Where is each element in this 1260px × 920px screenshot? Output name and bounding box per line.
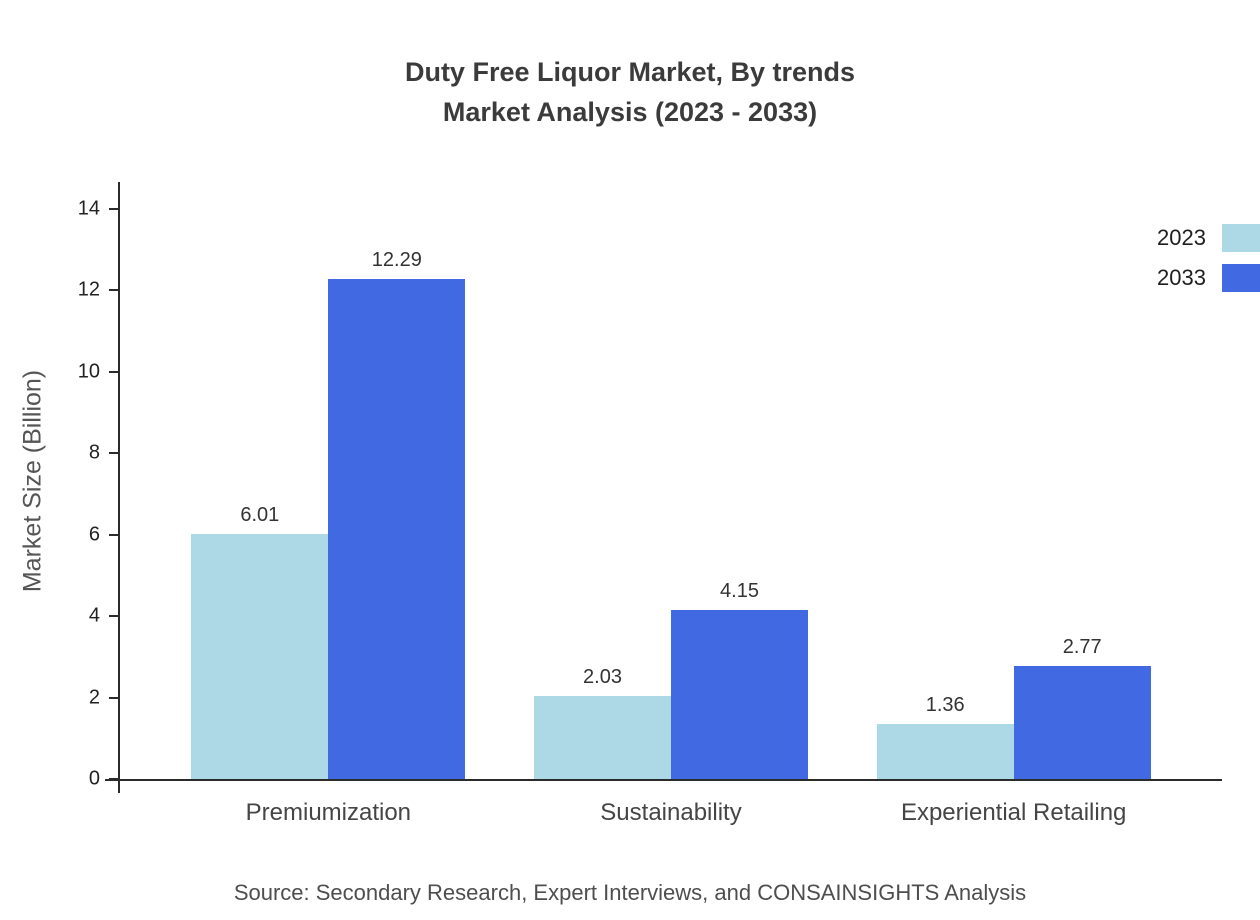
y-tick-mark [109,370,118,373]
chart-subtitle: Market Analysis (2023 - 2033) [442,97,818,127]
chart-title-block: Duty Free Liquor Market, By trends Marke… [0,52,1260,132]
y-tick-label: 2 [88,686,100,709]
y-tick-mark [109,452,118,455]
y-tick-label: 6 [88,523,100,546]
legend: 2023 2033 [1157,218,1260,298]
bar-value-label: 4.15 [720,580,759,603]
bar-group-sustainability: 2.03 4.15 Sustainability [500,182,843,826]
legend-label: 2033 [1157,265,1206,290]
chart-title: Duty Free Liquor Market, By trends [404,57,856,87]
category-label-sustainability: Sustainability [600,799,742,826]
y-tick-label: 10 [77,360,100,383]
bar-group-premiumization: 6.01 12.29 Premiumization [157,182,500,826]
y-tick-label: 8 [88,441,100,464]
category-label-experiential-retailing: Experiential Retailing [900,799,1127,826]
legend-label: 2023 [1157,225,1206,250]
y-tick-mark [109,289,118,292]
legend-item-2023: 2023 [1157,218,1260,258]
bar-2033-premiumization: 12.29 [328,249,466,779]
y-tick-label: 0 [88,767,100,790]
y-tick-mark [109,615,118,618]
bar-value-label: 2.03 [583,666,622,689]
x-axis-overhang [105,779,120,781]
bar-2023-premiumization: 6.01 [191,504,329,779]
y-tick-mark [109,208,118,210]
category-label-premiumization: Premiumization [245,799,412,826]
y-tick-label: 4 [88,604,100,627]
bar-value-label: 6.01 [240,504,280,527]
legend-item-2033: 2033 [1157,258,1260,298]
source-text: Source: Secondary Research, Expert Inter… [233,880,1027,905]
bar-value-label: 12.29 [371,248,422,271]
bar-2023-sustainability: 2.03 [534,666,671,779]
bar-value-label: 2.77 [1062,636,1102,659]
y-tick-mark [109,778,118,780]
legend-swatch [1222,224,1260,252]
y-tick-label: 12 [77,278,100,301]
y-tick-mark [109,696,118,699]
bars-container: 6.01 12.29 Premiumization 2.03 4.15 Sustainab… [120,182,1222,826]
plot-area: 6.01 12.29 Premiumization 2.03 4.15 Sustainab… [78,182,1222,826]
y-tick-mark [109,533,118,536]
bar-2033-sustainability: 4.15 [671,580,808,779]
bar-value-label: 1.36 [925,693,965,716]
legend-swatch [1222,264,1260,292]
y-axis-label: Market Size (Billion) [18,369,47,593]
bar-2033-experiential-retailing: 2.77 [1013,636,1151,779]
y-axis-overhang [118,781,120,793]
y-tick-label: 14 [77,197,100,220]
bar-2023-experiential-retailing: 1.36 [876,694,1014,779]
bar-group-experiential-retailing: 1.36 2.77 Experiential Retailing [842,182,1185,826]
